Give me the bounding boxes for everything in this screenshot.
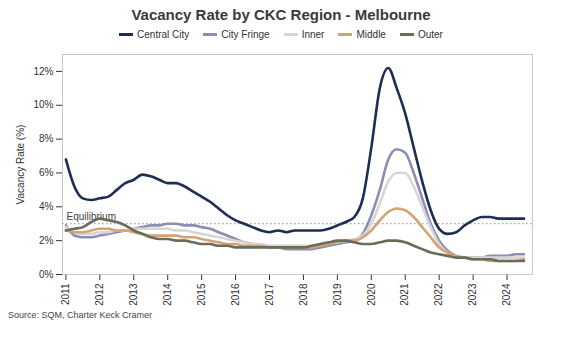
svg-text:2018: 2018 [298,283,309,306]
html-text:Central City: Central City [137,28,190,40]
svg-text:2020: 2020 [366,283,377,306]
svg-text:2014: 2014 [162,283,173,306]
svg-text:Equilibrium: Equilibrium [66,210,116,222]
svg-text:12%: 12% [33,66,53,77]
html-text:Source: SQM, Charter Keck Cram: Source: SQM, Charter Keck Cramer [8,310,152,320]
svg-text:Vacancy Rate (%): Vacancy Rate (%) [15,125,26,205]
html-text:Outer: Outer [417,28,443,40]
svg-text:10%: 10% [33,99,53,110]
svg-text:2024: 2024 [501,283,512,306]
svg-text:2016: 2016 [230,283,241,306]
svg-text:6%: 6% [39,167,54,178]
svg-text:2022: 2022 [433,283,444,306]
svg-text:2021: 2021 [399,283,410,306]
html-text:City Fringe: City Fringe [221,28,270,40]
svg-text:2023: 2023 [467,283,478,306]
svg-text:4%: 4% [39,201,54,212]
svg-text:2017: 2017 [264,283,275,306]
svg-text:8%: 8% [39,133,54,144]
svg-text:2013: 2013 [128,283,139,306]
svg-text:0%: 0% [39,269,54,280]
html-text:Middle: Middle [356,28,386,40]
svg-text:2%: 2% [39,235,54,246]
html-text:Vacancy Rate by CKC Region - M: Vacancy Rate by CKC Region - Melbourne [131,6,431,23]
svg-text:2012: 2012 [94,283,105,306]
html-text:Inner: Inner [301,28,325,40]
svg-text:2019: 2019 [332,283,343,306]
svg-text:2011: 2011 [60,283,71,305]
svg-text:2015: 2015 [196,283,207,306]
